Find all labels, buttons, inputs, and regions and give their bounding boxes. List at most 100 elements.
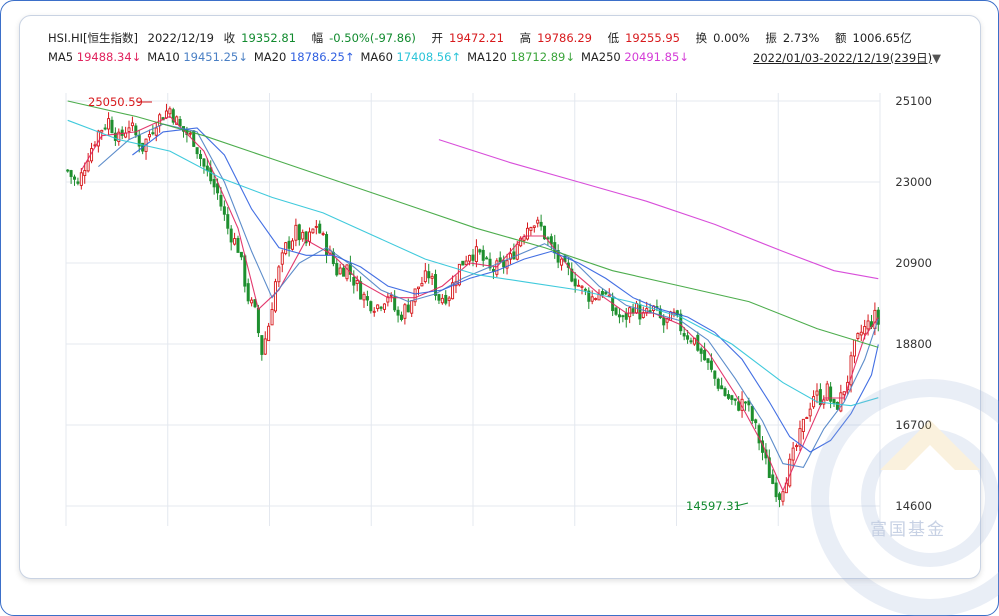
candle-body	[120, 129, 124, 136]
candle-body	[117, 131, 121, 143]
candle-body	[662, 317, 666, 326]
y-tick-label: 18800	[895, 337, 932, 351]
ma-legend-item-ma120: MA120 18712.89↓	[467, 50, 575, 64]
candle-body	[733, 398, 737, 401]
candle-body	[267, 325, 271, 342]
candle-body	[468, 254, 472, 262]
amount-value: 1006.65亿	[852, 31, 912, 45]
watermark-text: 富国基金	[870, 520, 946, 540]
candle-body	[212, 179, 216, 188]
candle-body	[587, 290, 591, 302]
ma-legend-item-ma20: MA20 18786.25↑	[253, 50, 355, 64]
candle-body	[781, 491, 785, 502]
candle-body	[338, 267, 342, 275]
candle-body	[631, 308, 635, 314]
candle-body	[420, 282, 424, 287]
candle-body	[713, 370, 717, 379]
candle-body	[226, 214, 230, 229]
candle-body	[709, 360, 713, 370]
candle-body	[594, 298, 598, 300]
candle-body	[849, 355, 853, 386]
candle-body	[417, 286, 421, 290]
candle-body	[580, 285, 584, 288]
candle-body	[638, 304, 642, 320]
candle-body	[859, 331, 863, 336]
candle-body	[66, 169, 70, 172]
candle-body	[525, 227, 529, 240]
candle-body	[750, 406, 754, 421]
candle-body	[737, 401, 741, 411]
candle-body	[103, 127, 107, 130]
candle-body	[689, 340, 693, 343]
candle-body	[86, 160, 90, 172]
candle-body	[369, 301, 373, 312]
ma-line-ma250	[438, 139, 879, 280]
candle-body	[134, 125, 138, 136]
candle-body	[73, 176, 77, 180]
candle-body	[127, 127, 131, 132]
watermark-logo	[811, 379, 999, 616]
candle-body	[430, 275, 434, 279]
candle-body	[461, 260, 465, 266]
date-range-selector[interactable]: 2022/01/03-2022/12/19(239日)▼	[753, 51, 941, 65]
high-value: 19786.29	[537, 31, 592, 45]
candle-body	[617, 314, 621, 318]
turnover-value: 0.00%	[713, 31, 750, 45]
open-value: 19472.21	[449, 31, 504, 45]
candle-body	[502, 259, 506, 268]
candle-body	[434, 274, 438, 296]
y-tick-label: 14600	[895, 499, 932, 513]
quote-header: HSI.HI[恒生指数] 2022/12/19 收 19352.81 幅 -0.50…	[48, 30, 924, 46]
candle-body	[335, 263, 339, 276]
candle-body	[863, 326, 867, 335]
candle-body	[297, 224, 301, 241]
candle-body	[250, 299, 254, 304]
ma-legend-item-ma5: MA5 19488.34↓	[48, 50, 142, 64]
candle-body	[757, 425, 761, 444]
candle-body	[791, 447, 795, 461]
y-tick-label: 25100	[895, 94, 932, 108]
candle-body	[699, 348, 703, 354]
dropdown-triangle-icon[interactable]: ▼	[932, 51, 941, 65]
candle-body	[236, 237, 240, 253]
candle-body	[495, 260, 499, 275]
ma-legend: MA5 19488.34↓ MA10 19451.25↓ MA20 18786.25…	[48, 50, 695, 64]
candle-body	[110, 119, 114, 134]
candle-body	[771, 474, 775, 484]
candle-body	[703, 349, 707, 361]
candle-body	[352, 276, 356, 286]
candle-body	[624, 312, 628, 320]
candle-body	[423, 270, 427, 283]
candle-body	[229, 228, 233, 243]
candle-body	[151, 132, 155, 135]
candle-body	[536, 219, 540, 224]
candle-body	[543, 225, 547, 240]
low-value: 19255.95	[625, 31, 680, 45]
change-caption: 幅 -0.50%(-97.86)	[311, 31, 416, 45]
candle-body	[532, 225, 536, 228]
low-caption: 低 19255.95	[607, 31, 680, 45]
candle-body	[621, 315, 625, 318]
date-label: 2022/12/19	[147, 31, 214, 45]
ma-line-ma5	[80, 115, 879, 492]
candle-body	[124, 132, 128, 138]
candle-body	[600, 291, 604, 295]
candle-body	[379, 306, 383, 309]
ma-line-ma20	[132, 127, 879, 453]
candle-body	[195, 147, 199, 155]
candle-body	[294, 224, 298, 241]
candle-body	[199, 153, 203, 160]
candle-body	[529, 227, 533, 231]
candle-body	[256, 307, 260, 334]
candle-body	[365, 296, 369, 301]
candle-body	[508, 253, 512, 260]
candle-body	[723, 388, 727, 396]
low-annotation-pointer	[735, 502, 749, 507]
turnover-caption: 换 0.00%	[695, 31, 750, 45]
candle-body	[812, 396, 816, 408]
candle-body	[876, 309, 880, 325]
candle-body	[451, 282, 455, 300]
candle-body	[478, 249, 482, 253]
candle-body	[447, 297, 451, 301]
candle-body	[359, 281, 363, 300]
